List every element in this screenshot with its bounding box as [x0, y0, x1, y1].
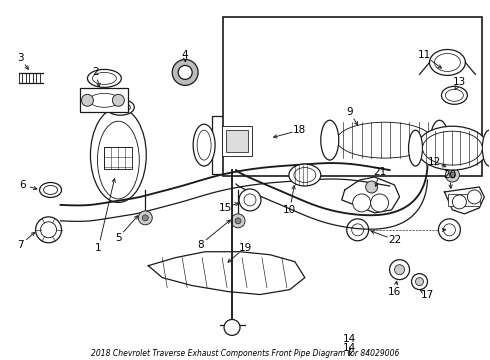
Bar [226, 130, 248, 152]
Ellipse shape [110, 102, 130, 112]
Text: 11: 11 [418, 50, 431, 60]
Ellipse shape [98, 121, 139, 199]
Ellipse shape [337, 122, 433, 158]
Ellipse shape [91, 108, 147, 202]
Circle shape [467, 190, 481, 204]
Circle shape [172, 59, 198, 85]
Bar [212, 116, 272, 174]
Text: 12: 12 [428, 157, 441, 167]
Ellipse shape [416, 126, 489, 170]
Text: 6: 6 [19, 180, 26, 190]
Ellipse shape [106, 99, 134, 115]
Bar [80, 88, 128, 112]
Circle shape [452, 195, 466, 209]
Ellipse shape [330, 117, 440, 163]
Text: 9: 9 [346, 107, 353, 117]
Ellipse shape [44, 185, 57, 194]
Bar [222, 126, 252, 156]
Circle shape [178, 66, 192, 80]
Text: 4: 4 [182, 50, 189, 60]
Ellipse shape [294, 167, 316, 183]
Polygon shape [444, 187, 484, 214]
Circle shape [370, 194, 389, 212]
Text: 15: 15 [219, 203, 232, 213]
Circle shape [81, 94, 94, 106]
Text: 14: 14 [343, 334, 356, 345]
Ellipse shape [289, 164, 321, 186]
Ellipse shape [90, 93, 120, 107]
Text: 7: 7 [17, 240, 24, 250]
Circle shape [41, 222, 56, 238]
Ellipse shape [422, 131, 482, 165]
Ellipse shape [431, 120, 448, 160]
Bar [448, 194, 480, 206]
Text: 16: 16 [388, 287, 401, 297]
Text: 8: 8 [197, 240, 203, 250]
Circle shape [112, 94, 124, 106]
Circle shape [36, 217, 62, 243]
Ellipse shape [429, 50, 466, 75]
Ellipse shape [193, 124, 215, 166]
Ellipse shape [321, 120, 339, 160]
Bar [223, 17, 482, 176]
Text: 2: 2 [92, 67, 99, 77]
Circle shape [353, 194, 370, 212]
Text: 2018 Chevrolet Traverse Exhaust Components Front Pipe Diagram for 84029006: 2018 Chevrolet Traverse Exhaust Componen… [91, 349, 399, 358]
Ellipse shape [93, 72, 116, 84]
Ellipse shape [87, 69, 122, 87]
Ellipse shape [441, 86, 467, 104]
Text: 13: 13 [453, 77, 466, 87]
Bar [104, 147, 132, 169]
Text: 10: 10 [283, 205, 296, 215]
Circle shape [235, 218, 241, 224]
Circle shape [394, 265, 405, 275]
Text: 18: 18 [293, 125, 306, 135]
Text: 19: 19 [238, 243, 252, 253]
Circle shape [439, 219, 461, 241]
Circle shape [138, 211, 152, 225]
Text: 14: 14 [343, 343, 356, 354]
Circle shape [445, 168, 460, 182]
Circle shape [352, 224, 364, 236]
Text: 3: 3 [17, 54, 24, 63]
Circle shape [224, 319, 240, 336]
Circle shape [416, 278, 423, 285]
Text: 1: 1 [95, 243, 102, 253]
Circle shape [412, 274, 427, 289]
Ellipse shape [435, 54, 461, 71]
Text: 21: 21 [373, 167, 386, 177]
Text: 5: 5 [115, 233, 122, 243]
Ellipse shape [197, 130, 211, 160]
Text: 20: 20 [443, 170, 456, 180]
Circle shape [244, 194, 256, 206]
Ellipse shape [445, 89, 464, 101]
Ellipse shape [409, 130, 422, 166]
Text: 22: 22 [388, 235, 401, 245]
Polygon shape [342, 177, 399, 213]
Ellipse shape [40, 183, 62, 197]
Circle shape [239, 189, 261, 211]
Circle shape [390, 260, 410, 280]
Circle shape [142, 215, 148, 221]
Circle shape [366, 181, 378, 193]
Circle shape [443, 224, 455, 236]
Circle shape [231, 214, 245, 228]
Ellipse shape [482, 130, 490, 166]
Circle shape [347, 219, 368, 241]
Polygon shape [148, 252, 305, 294]
Circle shape [449, 172, 455, 178]
Text: 17: 17 [421, 289, 434, 300]
